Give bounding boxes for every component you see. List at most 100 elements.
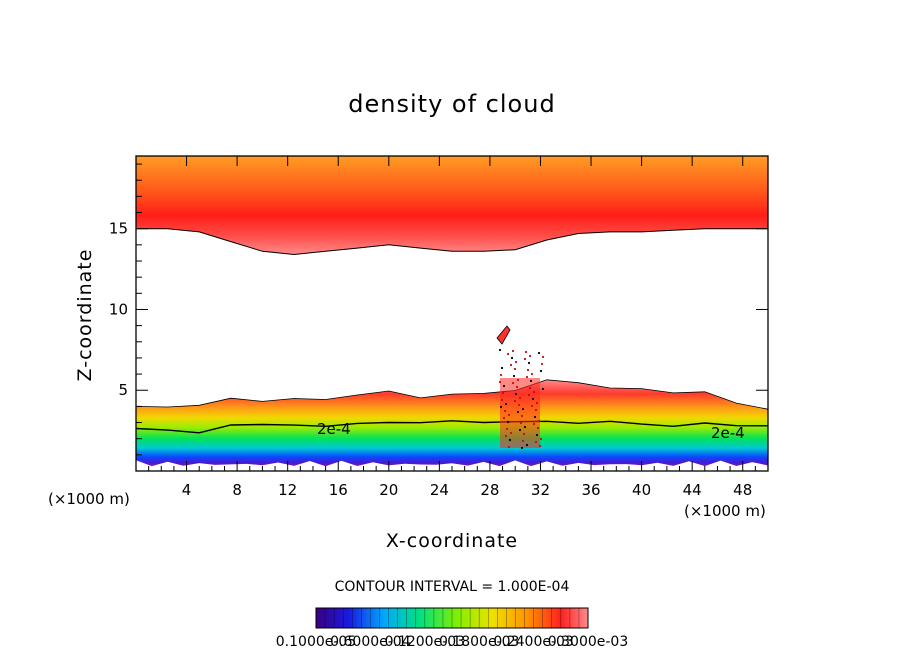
colorbar: 0.1000e-050.6000e-040.1200e-030.1800e-03… [276, 607, 628, 650]
x-tick-label: 36 [581, 481, 600, 499]
y-tick-label: 15 [109, 220, 128, 238]
upper-cloud-layer [136, 156, 768, 255]
plume-speckle [516, 378, 520, 382]
plume-speckle [541, 387, 545, 391]
plume-core [500, 378, 540, 448]
colorbar-label: 0.2400e-03 [493, 634, 573, 650]
plume-speckle [517, 403, 521, 407]
plume-speckle [522, 432, 526, 436]
plume-speckle [530, 372, 534, 376]
plume-speckle [526, 368, 530, 372]
contour-labels: 2e-4 2e-4 [317, 420, 745, 442]
plume-speckle [507, 413, 511, 417]
plume-speckle [520, 414, 524, 418]
plume-speckle [500, 366, 504, 370]
colorbar-frame [315, 607, 589, 629]
x-unit-right: (×1000 m) [684, 502, 766, 520]
plume-speckle [512, 374, 516, 378]
plume-speckle [525, 443, 529, 447]
x-tick-label: 8 [232, 481, 242, 499]
plume-speckle [529, 379, 533, 383]
colorbar-label: 0.1000e-05 [276, 634, 356, 650]
plume-speckle [499, 405, 503, 409]
contour-interval: CONTOUR INTERVAL = 1.000E-04 [335, 579, 570, 595]
plume-speckle [541, 355, 545, 359]
x-tick-label: 4 [182, 481, 192, 499]
x-axis-label: X-coordinate [386, 530, 518, 552]
plume-speckle [519, 421, 523, 425]
plume-speckle [498, 380, 502, 384]
plume-speckle [518, 396, 522, 400]
y-tick-label: 10 [109, 300, 128, 318]
plume-fragment [496, 325, 511, 345]
plume-speckle [515, 385, 519, 389]
x-tick-label: 48 [733, 481, 752, 499]
plume-speckle [523, 425, 527, 429]
x-tick-label: 28 [480, 481, 499, 499]
plume-speckle [501, 391, 505, 395]
plume-speckle [500, 398, 504, 402]
plume-speckle [502, 416, 506, 420]
colorbar-label: 0.1200e-03 [385, 634, 465, 650]
plume-speckle [510, 356, 514, 360]
plume-speckle [521, 407, 525, 411]
plume-speckle [524, 350, 528, 354]
plume-speckle [528, 386, 532, 390]
y-axis-ticks: 5 10 15 [109, 163, 768, 456]
plume-speckle [503, 409, 507, 413]
plume-speckle [516, 410, 520, 414]
x-axis-ticks: 4 8 12 16 20 24 28 32 36 40 44 48 [148, 156, 756, 499]
plume-speckle [511, 381, 515, 385]
plume-speckle [521, 439, 525, 443]
colorbar-label: 0.3000e-03 [548, 634, 628, 650]
plume-speckle [514, 392, 518, 396]
x-tick-label: 44 [683, 481, 702, 499]
plume-speckle [527, 361, 531, 365]
colorbar-labels: 0.1000e-050.6000e-040.1200e-030.1800e-03… [276, 634, 628, 650]
plume-speckle [504, 434, 508, 438]
x-tick-label: 12 [278, 481, 297, 499]
plume-speckle [523, 357, 527, 361]
plume-speckle [536, 426, 540, 430]
plume-speckle [532, 422, 536, 426]
plume-speckle [538, 444, 542, 448]
plume-speckle [502, 384, 506, 388]
x-tick-label: 20 [379, 481, 398, 499]
plume-speckle [537, 351, 541, 355]
contour-2e-4 [136, 420, 768, 434]
plume-speckle [535, 401, 539, 405]
contour-label-right: 2e-4 [711, 424, 745, 442]
plume-speckle [537, 419, 541, 423]
x-tick-label: 32 [531, 481, 550, 499]
plume-speckle [525, 375, 529, 379]
x-tick-label: 24 [430, 481, 449, 499]
plume-speckle [528, 354, 532, 358]
plume-speckles [498, 348, 545, 450]
plume-speckle [507, 445, 511, 449]
plume-speckle [527, 393, 531, 397]
plume-speckle [518, 428, 522, 432]
y-tick-label: 5 [118, 381, 128, 399]
plume-speckle [535, 433, 539, 437]
y-axis-label: Z-coordinate [74, 249, 96, 382]
plume-speckle [506, 420, 510, 424]
plume-speckle [533, 415, 537, 419]
x-unit-left: (×1000 m) [48, 490, 130, 508]
plume-speckle [498, 348, 502, 352]
plume-speckle [504, 402, 508, 406]
plume-speckle [514, 360, 518, 364]
plume-speckle [534, 408, 538, 412]
plume-speckle [509, 363, 513, 367]
plume-speckle [539, 369, 543, 373]
plume-speckle [532, 390, 536, 394]
plume-speckle [540, 362, 544, 366]
plume-speckle [539, 437, 543, 441]
x-tick-label: 16 [329, 481, 348, 499]
lower-layer-edge-contour [136, 379, 768, 410]
plume-speckle [499, 373, 503, 377]
colorbar-bands [324, 608, 580, 628]
contour-label-left: 2e-4 [317, 420, 351, 438]
plume-speckle [534, 440, 538, 444]
colorbar-label: 0.6000e-04 [330, 634, 411, 650]
